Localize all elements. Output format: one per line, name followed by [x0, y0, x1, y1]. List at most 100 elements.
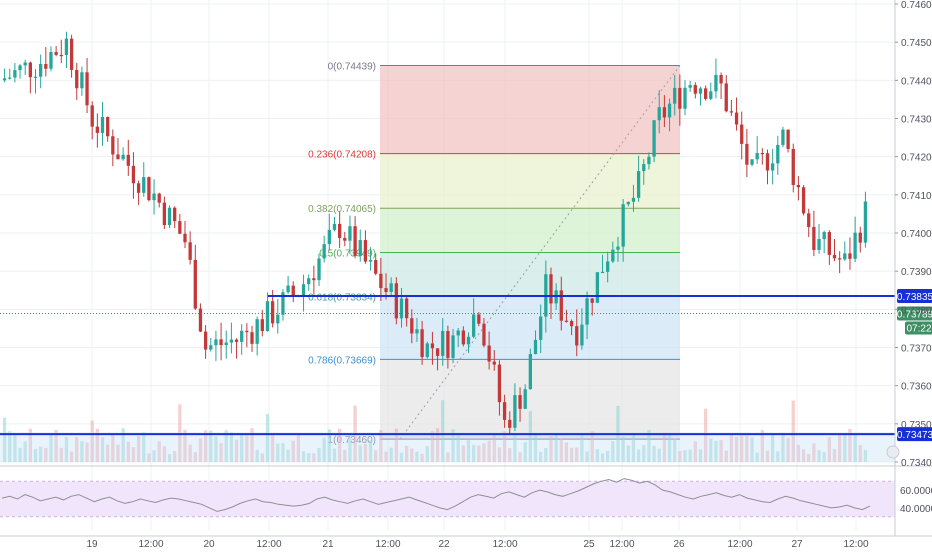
volume-bar — [188, 444, 192, 462]
candle-down — [374, 259, 378, 274]
volume-bar — [106, 444, 110, 462]
candle-down — [353, 226, 357, 256]
candle-up — [636, 171, 641, 198]
volume-bar — [131, 447, 136, 462]
volume-bar — [848, 428, 852, 462]
candle-up — [657, 107, 661, 121]
candle-up — [348, 226, 352, 241]
candle-down — [502, 402, 507, 420]
candle-up — [142, 177, 146, 193]
volume-bar — [477, 445, 481, 462]
volume-bar — [136, 435, 141, 462]
volume-bar — [585, 451, 589, 462]
volume-bar — [374, 450, 378, 462]
candle-down — [312, 278, 316, 281]
candle-up — [698, 88, 703, 94]
volume-bar — [652, 445, 656, 462]
candle-down — [116, 154, 120, 160]
volume-bar — [863, 449, 868, 462]
volume-bar — [513, 435, 517, 462]
volume-bar — [781, 432, 785, 462]
candle-down — [219, 339, 223, 346]
fib-level-label: 0(0.74439) — [328, 61, 376, 72]
candle-up — [466, 336, 471, 345]
candle-down — [745, 143, 749, 165]
volume-bar — [435, 428, 440, 462]
candle-up — [817, 239, 821, 250]
last-price-label: 0.73789 — [897, 310, 932, 321]
candle-up — [301, 284, 306, 297]
volume-bar — [234, 439, 239, 462]
volume-bar — [219, 443, 223, 462]
candle-down — [250, 332, 254, 344]
volume-bar — [126, 441, 130, 462]
candle-up — [8, 77, 12, 79]
candle-up — [539, 316, 543, 340]
volume-bar — [54, 429, 58, 462]
volume-bar — [461, 445, 466, 462]
volume-bar — [822, 452, 826, 462]
volume-bar — [832, 449, 837, 462]
volume-bar — [755, 452, 759, 462]
volume-band — [0, 432, 895, 462]
candle-down — [198, 308, 203, 332]
volume-bar — [796, 444, 801, 462]
fib-zone — [380, 252, 680, 297]
volume-bar — [693, 441, 697, 462]
time-tick-label: 21 — [322, 539, 334, 550]
candle-up — [580, 324, 584, 346]
fib-zone — [380, 208, 680, 253]
volume-bar — [260, 453, 264, 462]
volume-bar — [415, 451, 419, 462]
candle-up — [528, 354, 533, 390]
candle-down — [832, 254, 837, 259]
flag-icon[interactable] — [886, 445, 900, 459]
candle-down — [270, 301, 275, 324]
volume-bar — [317, 447, 321, 462]
candle-down — [106, 116, 110, 137]
candle-up — [456, 330, 460, 336]
volume-bar — [729, 433, 734, 462]
price-tag[interactable] — [897, 427, 932, 442]
volume-bar — [399, 452, 404, 462]
candle-up — [121, 154, 125, 160]
volume-bar — [420, 453, 424, 462]
volume-bar — [451, 429, 455, 462]
fib-level-label: 1(0.73460) — [328, 435, 376, 446]
candle-down — [183, 233, 187, 243]
last-price-tag[interactable] — [897, 306, 932, 321]
candle-up — [652, 120, 656, 157]
candle-down — [234, 339, 239, 342]
candle-down — [812, 226, 816, 250]
rsi-line — [1, 478, 871, 512]
volume-bar — [678, 451, 682, 462]
volume-bar — [631, 433, 636, 462]
volume-bar — [492, 434, 496, 462]
volume-bar — [286, 449, 290, 462]
candle-up — [755, 153, 759, 160]
volume-bar — [410, 448, 414, 462]
time-tick-label: 12:00 — [609, 539, 634, 550]
candle-down — [837, 258, 842, 260]
time-tick-label: 12:00 — [256, 539, 281, 550]
candle-down — [662, 107, 667, 118]
candle-down — [734, 112, 739, 125]
volume-bar — [791, 400, 795, 462]
candle-down — [85, 72, 89, 106]
candle-down — [564, 320, 569, 322]
candle-down — [796, 184, 801, 188]
candle-up — [667, 103, 672, 118]
candle-up — [822, 232, 826, 240]
candle-down — [430, 343, 435, 349]
candle-down — [575, 326, 579, 346]
volume-bar — [85, 442, 89, 462]
candle-up — [472, 314, 476, 337]
time-tick-label: 25 — [583, 539, 595, 550]
candle-down — [384, 288, 388, 292]
volume-bar — [80, 441, 84, 462]
price-tag[interactable] — [897, 288, 932, 303]
